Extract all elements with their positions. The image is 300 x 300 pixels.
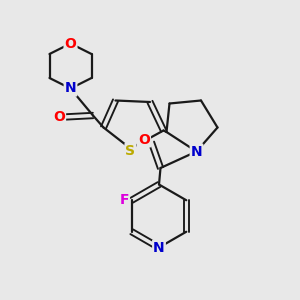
Text: F: F	[119, 193, 129, 207]
Text: N: N	[191, 145, 202, 158]
Text: O: O	[53, 110, 65, 124]
Text: O: O	[64, 37, 76, 50]
Text: N: N	[153, 241, 165, 254]
Text: S: S	[125, 144, 136, 158]
Text: N: N	[65, 82, 76, 95]
Text: O: O	[138, 133, 150, 146]
